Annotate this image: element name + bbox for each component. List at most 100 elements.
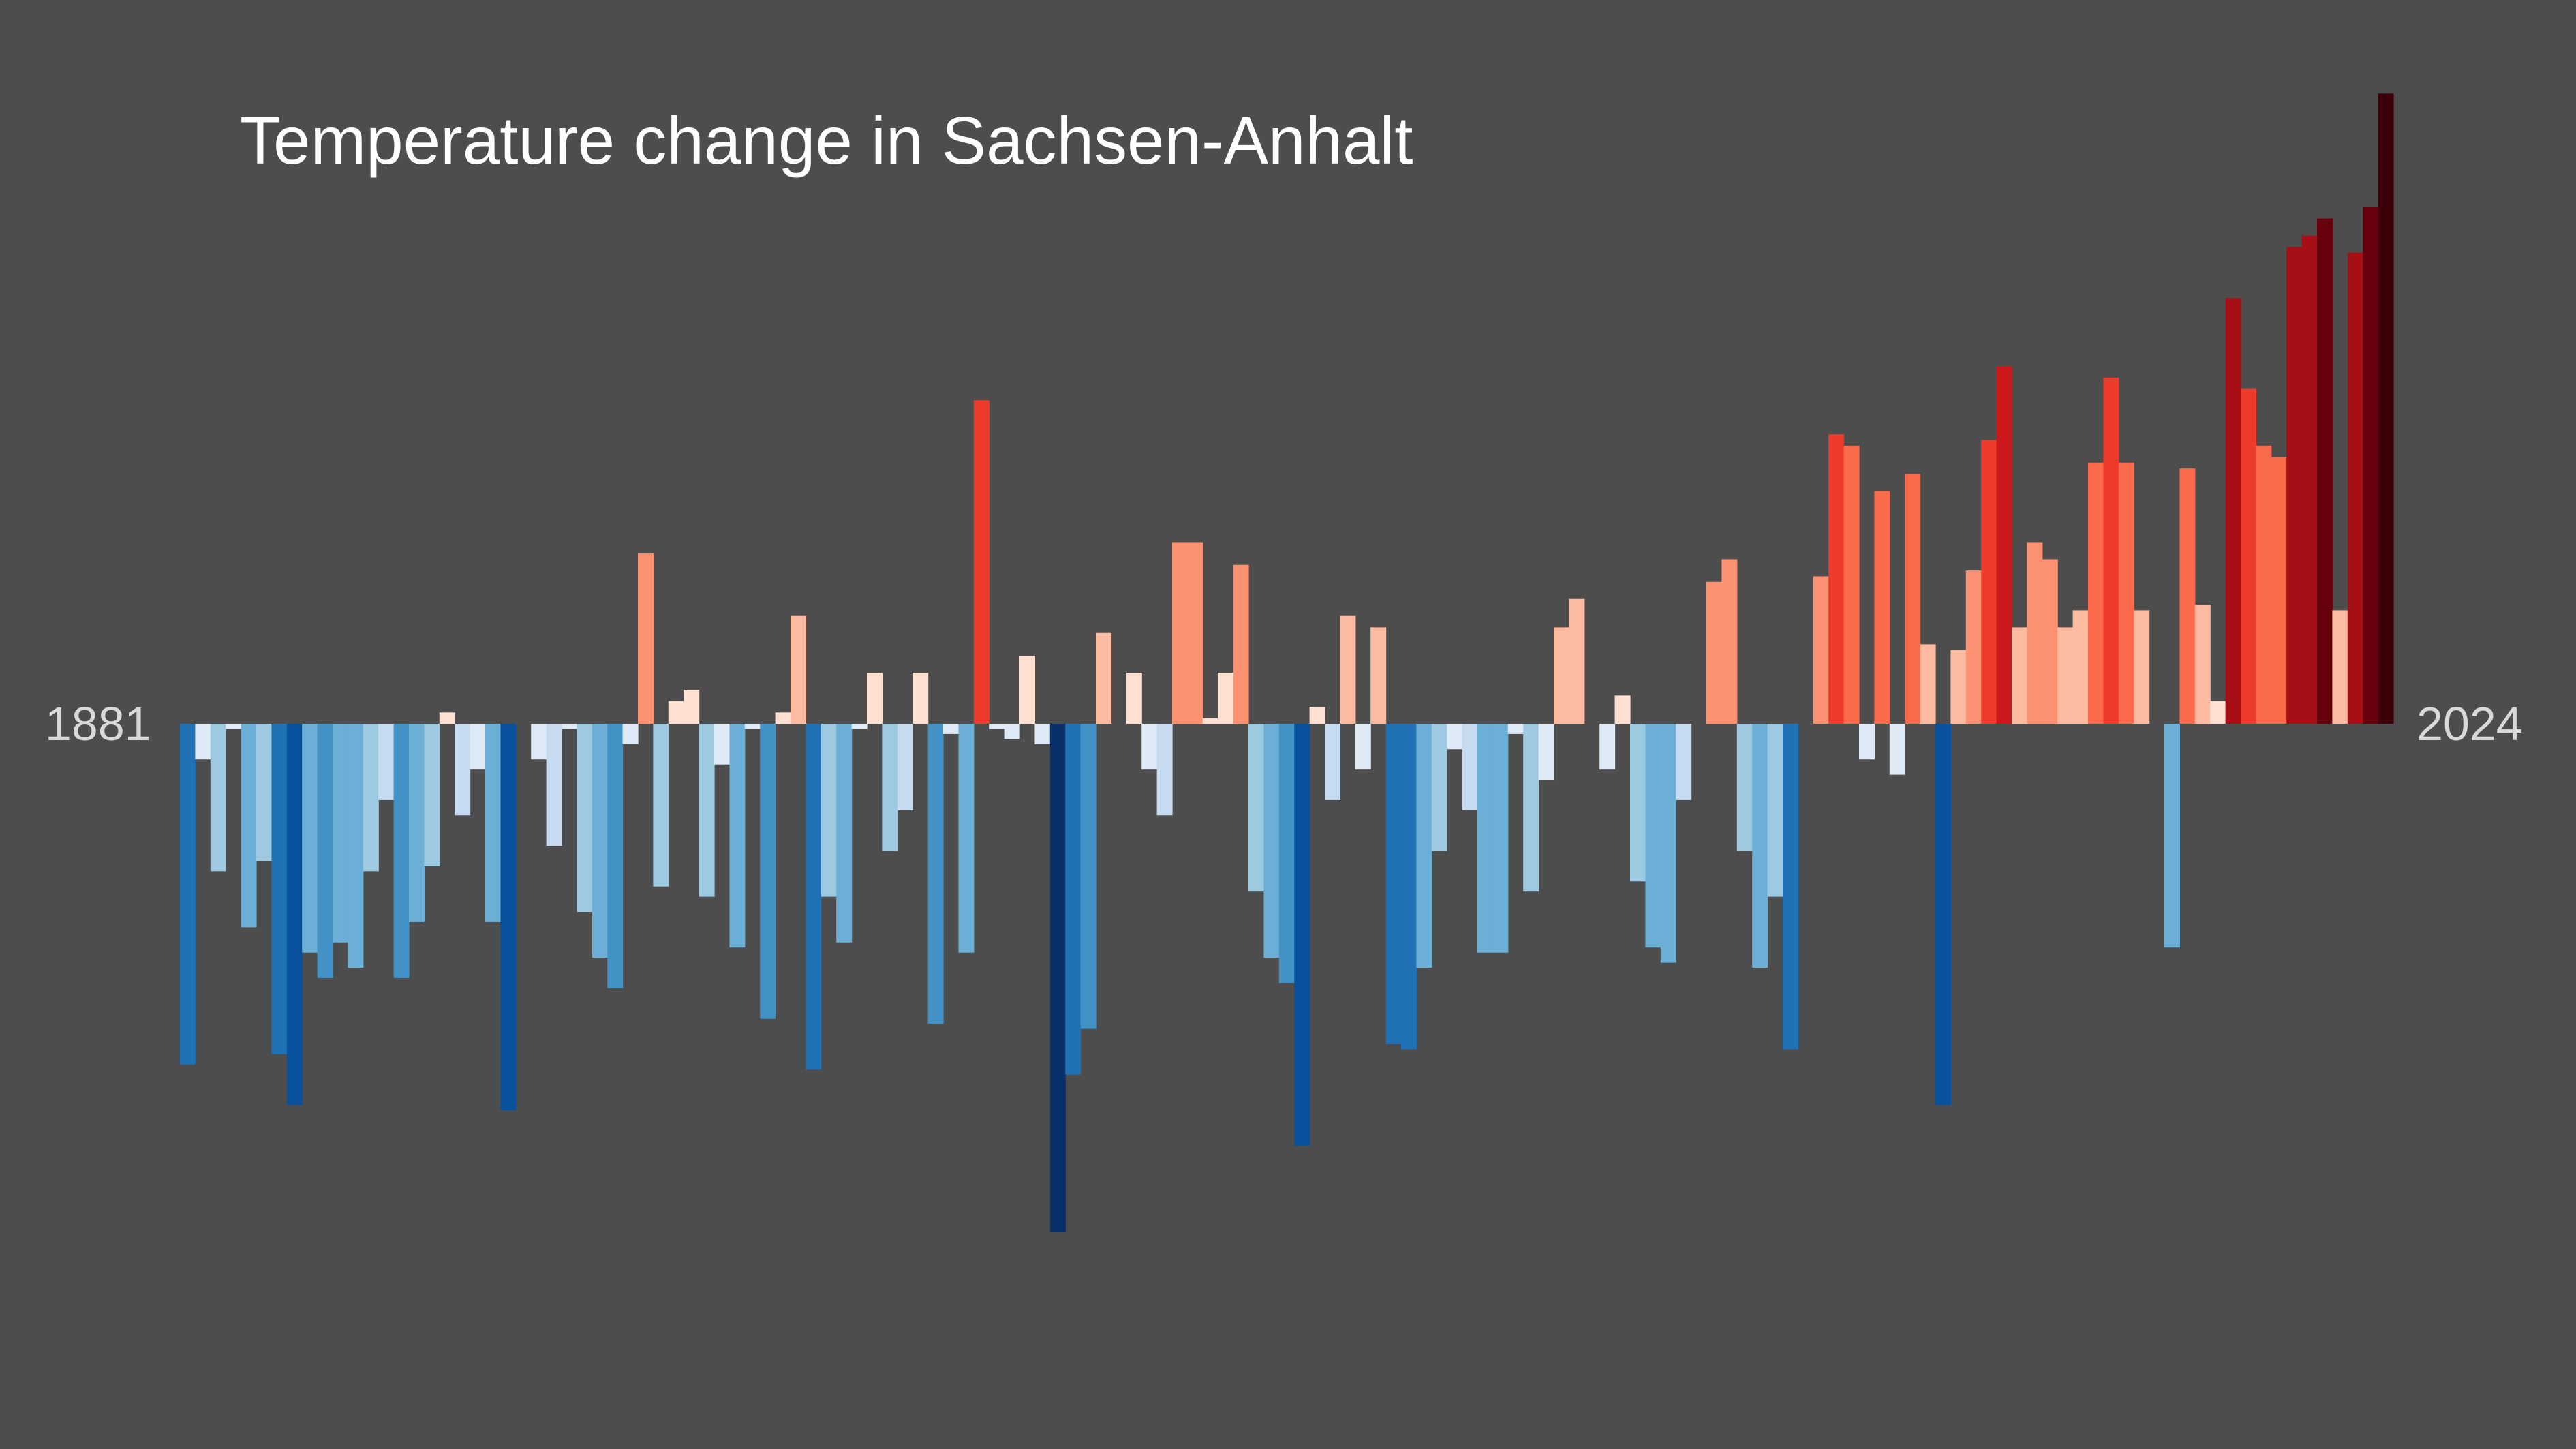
bar-1952 <box>1263 724 1280 958</box>
bar-1996 <box>1935 724 1951 1105</box>
bar-1911 <box>638 553 654 724</box>
bar-1905 <box>546 724 562 846</box>
bar-1932 <box>958 724 975 953</box>
bar-1983 <box>1736 724 1753 851</box>
end-year-label: 2024 <box>2417 697 2523 750</box>
bar-1950 <box>1233 564 1249 724</box>
bar-1917 <box>729 724 746 948</box>
bar-1963 <box>1431 724 1447 851</box>
bar-2020 <box>2301 235 2318 724</box>
bar-1988 <box>1813 576 1829 724</box>
bar-1969 <box>1523 724 1539 892</box>
bar-1929 <box>913 673 929 724</box>
bar-1909 <box>607 724 624 988</box>
bar-1956 <box>1325 724 1340 800</box>
bar-1965 <box>1462 724 1478 810</box>
bar-2012 <box>2179 468 2196 724</box>
bar-1888 <box>286 724 303 1105</box>
bar-1934 <box>989 724 1005 729</box>
bar-1915 <box>699 724 715 897</box>
bar-1955 <box>1309 707 1325 724</box>
bar-1951 <box>1248 724 1264 892</box>
bar-1887 <box>271 724 288 1054</box>
bar-1961 <box>1401 724 1417 1050</box>
bar-1999 <box>1981 440 1997 724</box>
bar-1881 <box>180 724 196 1065</box>
bar-1906 <box>562 724 577 729</box>
bar-1924 <box>836 724 853 943</box>
bar-1899 <box>455 724 471 816</box>
bar-1893 <box>363 724 379 872</box>
bar-1960 <box>1385 724 1402 1044</box>
bar-1894 <box>378 724 395 800</box>
bar-2025 <box>2378 93 2394 724</box>
bar-1940 <box>1080 724 1097 1029</box>
bar-1897 <box>424 724 440 866</box>
bar-2006 <box>2088 462 2104 724</box>
bar-1907 <box>577 724 593 913</box>
bar-1989 <box>1828 434 1845 724</box>
bar-2002 <box>2027 542 2043 724</box>
start-year-label: 1881 <box>45 697 151 750</box>
bar-1889 <box>302 724 318 953</box>
bar-1920 <box>775 712 791 724</box>
bar-1936 <box>1019 656 1035 724</box>
bar-1921 <box>791 615 806 724</box>
bar-1892 <box>348 724 364 968</box>
bar-1993 <box>1889 724 1905 775</box>
bar-1927 <box>882 724 898 851</box>
bar-2008 <box>2118 462 2134 724</box>
bar-1944 <box>1141 724 1158 770</box>
bar-1904 <box>531 724 547 760</box>
bar-2001 <box>2012 627 2027 724</box>
bar-1957 <box>1340 615 1356 724</box>
bar-1943 <box>1126 673 1142 724</box>
bar-1925 <box>851 724 868 729</box>
bar-1962 <box>1416 724 1432 968</box>
bar-1918 <box>744 724 761 729</box>
bar-1898 <box>439 712 455 724</box>
bar-1900 <box>470 724 486 770</box>
bar-2011 <box>2164 724 2180 948</box>
bar-1981 <box>1706 581 1722 724</box>
bar-1922 <box>806 724 822 1070</box>
bar-1991 <box>1859 724 1875 760</box>
bar-1953 <box>1278 724 1295 983</box>
bar-1913 <box>668 701 684 724</box>
bar-1945 <box>1156 724 1173 816</box>
bar-1916 <box>714 724 730 765</box>
bar-1886 <box>256 724 272 861</box>
bar-2004 <box>2057 627 2074 724</box>
bar-2016 <box>2241 388 2256 724</box>
bar-1948 <box>1202 718 1218 724</box>
bar-1982 <box>1721 559 1738 724</box>
bar-1883 <box>210 724 226 872</box>
bar-1901 <box>485 724 501 922</box>
bar-1979 <box>1676 724 1692 800</box>
bar-1882 <box>195 724 211 760</box>
bar-1986 <box>1783 724 1798 1050</box>
bar-1914 <box>684 690 700 724</box>
bar-1937 <box>1034 724 1051 744</box>
bar-2013 <box>2194 605 2211 724</box>
bar-1959 <box>1370 627 1387 724</box>
chart-title: Temperature change in Sachsen-Anhalt <box>240 103 1413 178</box>
bar-1968 <box>1507 724 1524 734</box>
bar-2018 <box>2271 457 2287 724</box>
bar-1978 <box>1660 724 1676 963</box>
bar-2023 <box>2347 252 2363 724</box>
bar-1947 <box>1187 542 1203 724</box>
bar-1971 <box>1554 627 1569 724</box>
bar-2007 <box>2103 377 2119 724</box>
bar-1974 <box>1599 724 1616 770</box>
bar-2003 <box>2042 559 2058 724</box>
bar-1946 <box>1172 542 1188 724</box>
bar-1935 <box>1004 724 1020 739</box>
bar-1885 <box>241 724 257 928</box>
bar-2014 <box>2210 701 2226 724</box>
bar-1926 <box>867 673 883 724</box>
bar-2017 <box>2256 445 2272 724</box>
bar-1912 <box>653 724 669 887</box>
